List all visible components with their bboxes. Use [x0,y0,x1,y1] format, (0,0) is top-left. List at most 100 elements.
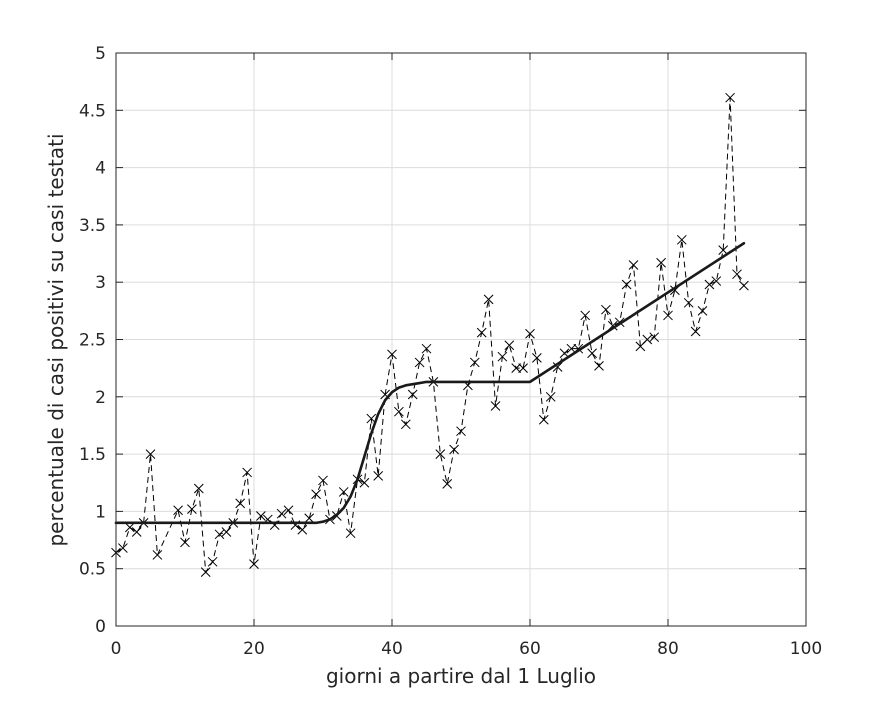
x-marker-stroke [214,529,225,540]
y-axis-label: percentuale di casi positivi su casi tes… [44,133,68,546]
y-tick-label: 2 [95,388,106,408]
x-marker-stroke [366,413,377,424]
x-marker-stroke [187,504,197,514]
y-tick-label: 1 [95,502,106,522]
x-marker-stroke [656,257,666,268]
observed-data-point [580,310,591,321]
observed-data-point [394,406,404,417]
x-marker-stroke [256,511,266,521]
x-marker-stroke [442,479,453,489]
observed-data-point [124,522,135,533]
x-axis-label: giorni a partire dal 1 Luglio [326,664,596,688]
observed-data-point [683,297,694,308]
observed-series-line [115,97,745,574]
x-marker-stroke [373,471,384,481]
observed-data-point [490,401,501,411]
x-marker-stroke [435,449,446,459]
x-marker-stroke [387,349,397,360]
x-marker-stroke [242,467,252,478]
x-marker-stroke [683,297,694,308]
x-tick-labels: 0 20 40 60 80 100 [111,639,823,659]
x-marker-stroke [552,362,563,372]
y-tick-label: 3 [95,273,106,293]
x-marker-stroke [421,343,432,354]
observed-data-point [276,508,287,519]
observed-data-point [304,513,315,524]
x-marker-stroke [152,550,163,560]
x-marker-stroke [207,556,218,567]
y-tick-label: 0 [95,617,106,637]
observed-data-point [442,479,453,489]
observed-data-point [704,279,715,290]
x-marker-stroke [469,357,480,368]
observed-data-point [532,352,542,363]
observed-data-point [387,349,397,360]
observed-data-point [345,528,356,539]
observed-data-point [152,550,163,560]
observed-data-point [690,326,701,337]
observed-data-point [145,449,156,459]
x-marker-stroke [732,269,742,280]
x-marker-stroke [338,487,349,497]
x-marker-stroke [394,406,404,417]
x-marker-stroke [538,414,549,425]
series-layer [111,92,749,577]
y-tick-label: 1.5 [79,445,106,465]
x-tick-label: 80 [657,639,679,659]
x-marker-stroke [663,310,673,321]
x-marker-stroke [525,328,535,339]
observed-data-point [311,489,321,500]
x-marker-stroke [711,276,722,286]
observed-data-point [504,340,515,351]
y-tick-labels: 0 0.5 1 1.5 2 2.5 3 3.5 4 4.5 5 [79,44,106,637]
observed-data-point [594,361,604,371]
observed-data-point [221,527,232,537]
x-marker-stroke [173,505,183,516]
x-marker-stroke [676,234,687,245]
observed-data-point [476,327,487,338]
y-tick-label: 4 [95,159,106,179]
x-marker-stroke [649,332,660,343]
x-marker-stroke [359,477,370,488]
x-marker-stroke [249,559,259,569]
x-tick-label: 40 [381,639,403,659]
x-marker-stroke [124,522,135,533]
x-marker-stroke [400,419,411,430]
observed-data-point [642,334,653,345]
x-marker-stroke [318,475,328,486]
x-marker-stroke [414,357,425,368]
x-marker-stroke [221,527,232,537]
x-marker-stroke [518,363,528,374]
observed-data-point [318,475,328,486]
observed-data-point [518,363,528,374]
observed-data-point [649,332,660,343]
x-marker-stroke [725,92,735,103]
x-marker-stroke [449,444,459,455]
observed-data-point [469,357,480,368]
observed-data-point [538,414,549,425]
x-marker-stroke [566,343,577,354]
x-marker-stroke [532,352,542,363]
observed-data-point [400,419,411,430]
observed-data-point [118,543,128,553]
x-marker-stroke [497,351,508,362]
x-marker-stroke [697,305,708,316]
observed-data-point [676,234,687,245]
x-tick-label: 60 [519,639,541,659]
y-tick-label: 0.5 [79,560,106,580]
observed-data-point [697,305,708,316]
observed-data-point [663,310,673,321]
x-marker-stroke [601,304,611,315]
y-tick-label: 3.5 [79,216,106,236]
observed-data-point [214,529,225,540]
observed-data-point [628,260,639,270]
observed-data-point [435,449,446,459]
x-marker-stroke [545,391,556,402]
x-tick-label: 20 [243,639,265,659]
x-marker-stroke [490,401,501,411]
x-marker-stroke [504,340,515,351]
observed-data-point [193,483,204,494]
x-marker-stroke [145,449,156,459]
observed-data-point [173,505,183,516]
x-marker-stroke [587,348,597,359]
